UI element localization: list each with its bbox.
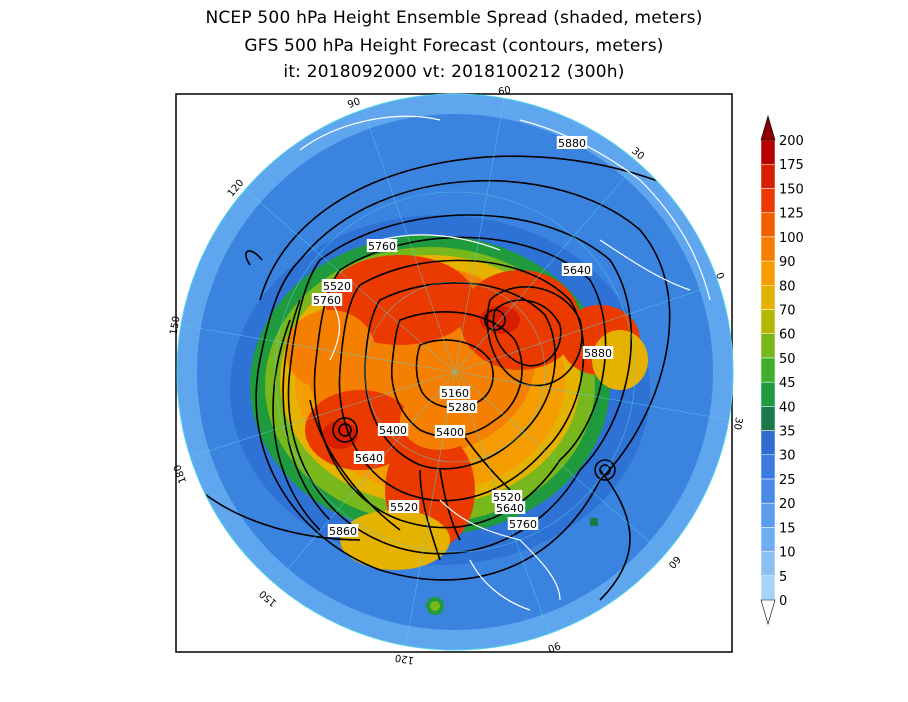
legend-min-arrow <box>760 599 776 626</box>
longitude-label: 0 <box>713 271 726 281</box>
svg-text:5760: 5760 <box>509 518 537 531</box>
longitude-label: 30 <box>731 416 744 430</box>
legend-label: 45 <box>779 376 796 391</box>
legend-swatch <box>760 551 776 577</box>
legend-swatch <box>760 406 776 431</box>
legend-swatch <box>760 309 776 334</box>
graticule <box>179 94 731 650</box>
contour-label: 5160 <box>439 386 471 400</box>
legend-swatch <box>760 527 776 552</box>
longitude-label: 60 <box>497 85 511 98</box>
svg-text:5880: 5880 <box>584 347 612 360</box>
svg-text:5520: 5520 <box>390 501 418 514</box>
legend-label: 50 <box>779 352 796 367</box>
legend-label: 25 <box>779 473 796 488</box>
legend-label: 80 <box>779 279 796 294</box>
legend-swatch <box>760 430 776 455</box>
longitude-label: 120 <box>394 651 415 665</box>
svg-text:5760: 5760 <box>313 294 341 307</box>
svg-text:5160: 5160 <box>441 387 469 400</box>
legend-swatch <box>760 163 776 189</box>
contour-label: 5640 <box>494 501 526 515</box>
legend-swatch <box>760 333 776 359</box>
svg-text:5520: 5520 <box>493 491 521 504</box>
longitude-label: 150 <box>258 588 280 609</box>
svg-text:5280: 5280 <box>448 401 476 414</box>
legend-swatch <box>760 139 776 165</box>
contour-label: 5760 <box>366 239 398 253</box>
svg-text:5880: 5880 <box>558 137 586 150</box>
svg-text:5860: 5860 <box>329 525 357 538</box>
svg-text:5640: 5640 <box>563 264 591 277</box>
svg-text:5520: 5520 <box>323 280 351 293</box>
legend-label: 35 <box>779 425 796 440</box>
legend-swatch <box>760 454 776 480</box>
legend-swatch <box>760 502 776 528</box>
legend-label: 10 <box>779 546 796 561</box>
legend-label: 5 <box>779 570 787 585</box>
legend-label: 150 <box>779 182 804 197</box>
contour-label: 5860 <box>327 524 359 538</box>
legend-label: 90 <box>779 255 796 270</box>
svg-text:5640: 5640 <box>355 452 383 465</box>
longitude-label: 180 <box>172 463 189 485</box>
legend-label: 60 <box>779 328 796 343</box>
contour-label: 5640 <box>561 263 593 277</box>
contour-label: 5880 <box>556 136 588 150</box>
longitude-label: 150 <box>168 315 182 336</box>
legend-swatch <box>760 212 776 238</box>
legend-label: 15 <box>779 521 796 536</box>
longitude-label: 90 <box>346 96 362 111</box>
legend-label: 100 <box>779 231 804 246</box>
color-legend: 0 5 10 15 20 25 30 35 40 45 50 60 70 80 90 100 125 150 175… <box>760 114 804 626</box>
contour-label: 5760 <box>507 517 539 531</box>
legend-swatch <box>760 575 776 601</box>
legend-label: 20 <box>779 497 796 512</box>
title-line-1: NCEP 500 hPa Height Ensemble Spread (sha… <box>205 8 703 28</box>
legend-label: 175 <box>779 158 804 173</box>
svg-text:5400: 5400 <box>436 426 464 439</box>
contour-label: 5520 <box>491 490 523 504</box>
contour-label: 5520 <box>388 500 420 514</box>
title-line-2: GFS 500 hPa Height Forecast (contours, m… <box>244 36 664 56</box>
legend-swatch <box>760 381 776 407</box>
longitude-label: 90 <box>546 639 562 654</box>
legend-label: 40 <box>779 400 796 415</box>
contour-label: 5520 <box>321 279 353 293</box>
legend-swatch <box>760 285 776 310</box>
svg-text:5400: 5400 <box>379 424 407 437</box>
legend-label: 125 <box>779 207 804 222</box>
contour-label: 5280 <box>446 400 478 414</box>
title-line-3: it: 2018092000 vt: 2018100212 (300h) <box>283 62 625 82</box>
svg-text:5760: 5760 <box>368 240 396 253</box>
svg-text:5640: 5640 <box>496 502 524 515</box>
legend-swatch <box>760 260 776 286</box>
legend-swatch <box>760 188 776 213</box>
legend-swatch <box>760 236 776 262</box>
legend-swatch <box>760 357 776 383</box>
hemisphere-edge <box>176 93 734 651</box>
legend-label: 70 <box>779 303 796 318</box>
contour-label: 5400 <box>377 423 409 437</box>
contour-label: 5760 <box>311 293 343 307</box>
longitude-label: 60 <box>666 553 683 570</box>
contour-label: 5880 <box>582 346 614 360</box>
contour-label: 5640 <box>353 451 385 465</box>
legend-max-arrow <box>760 114 776 141</box>
legend-label: 200 <box>779 134 804 149</box>
contour-label: 5400 <box>434 425 466 439</box>
legend-label: 0 <box>779 594 787 609</box>
legend-swatch <box>760 478 776 504</box>
legend-label: 30 <box>779 449 796 464</box>
